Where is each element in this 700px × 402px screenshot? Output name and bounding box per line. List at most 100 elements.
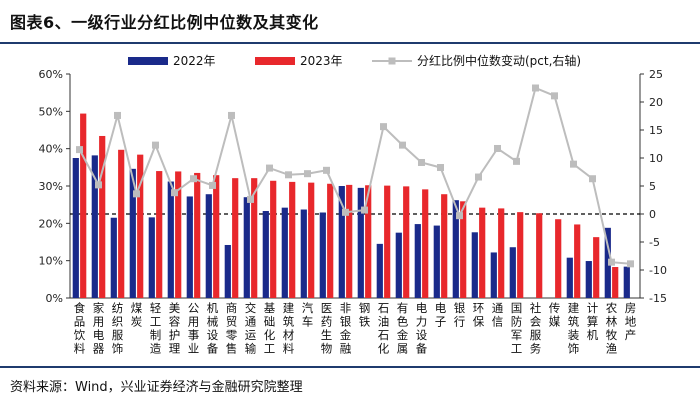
bar-2023 — [137, 154, 144, 298]
bar-2022 — [395, 232, 402, 298]
bar-2023 — [536, 213, 543, 298]
line-marker — [399, 141, 406, 149]
x-tick-label: 机械设备 — [207, 301, 219, 356]
legend-label-2023: 2023年 — [300, 54, 343, 68]
legend-label-line: 分红比例中位数变动(pct,右轴) — [417, 53, 581, 68]
bar-2022 — [433, 225, 440, 298]
bar-2023 — [441, 194, 448, 298]
x-tick-label: 农林牧渔 — [606, 301, 618, 356]
x-tick-label: 电子 — [435, 301, 447, 329]
x-tick-label: 传媒 — [549, 301, 561, 329]
y-tick-label-right: 25 — [649, 68, 663, 81]
line-marker — [342, 208, 349, 216]
line-marker — [95, 181, 102, 189]
bar-2023 — [593, 237, 600, 298]
x-tick-label: 公用事业 — [188, 301, 200, 356]
line-marker — [152, 141, 159, 149]
line-marker — [456, 212, 463, 220]
x-tick-label: 计算机 — [587, 301, 599, 342]
line-marker — [133, 190, 140, 198]
legend-swatch-2023 — [255, 57, 295, 65]
y-tick-label-right: 20 — [649, 96, 663, 109]
line-marker — [247, 195, 254, 203]
bar-2023 — [479, 207, 486, 298]
y-tick-label-right: -5 — [649, 236, 660, 249]
x-tick-label: 有色金属 — [397, 301, 409, 356]
footer: 资料来源：Wind，兴业证券经济与金融研究院整理 — [0, 366, 700, 402]
y-tick-label-right: 0 — [649, 208, 656, 221]
bar-2022 — [376, 243, 383, 298]
bar-2023 — [555, 219, 562, 298]
line-marker — [171, 189, 178, 197]
bar-2023 — [251, 178, 258, 298]
x-tick-label: 银行 — [454, 301, 466, 329]
bar-2023 — [232, 178, 239, 298]
bar-2022 — [490, 252, 497, 298]
x-tick-label: 汽车 — [302, 301, 314, 329]
bar-2022 — [281, 207, 288, 298]
bar-2023 — [403, 186, 410, 298]
bar-2023 — [460, 201, 467, 298]
line-marker — [76, 146, 83, 154]
line-marker — [475, 173, 482, 181]
bar-2023 — [156, 171, 163, 298]
x-tick-label: 环保 — [473, 301, 485, 329]
bar-2022 — [243, 197, 250, 298]
line-marker — [494, 144, 501, 152]
bar-2023 — [213, 175, 220, 298]
chart-title: 图表6、一级行业分红比例中位数及其变化 — [10, 13, 319, 32]
chart-area: 0% 10% 20% 30% 40% 50% 60% -15 -10 -5 0 5 10 15 20 25 食品… — [0, 48, 700, 364]
x-tick-label: 钢铁 — [359, 301, 371, 329]
line-marker — [190, 175, 197, 183]
bar-2023 — [574, 224, 581, 298]
bar-2023 — [384, 185, 391, 298]
bar-2023 — [175, 171, 182, 298]
x-tick-label: 非银金融 — [340, 301, 352, 356]
bar-2022 — [186, 196, 193, 298]
bar-2022 — [414, 224, 421, 298]
bar-2023 — [517, 212, 524, 298]
x-tick-label: 纺织服饰 — [112, 301, 124, 356]
x-tick-label: 国防军工 — [511, 301, 523, 356]
y-tick-label-right: -15 — [649, 292, 667, 305]
line-marker — [551, 92, 558, 100]
bar-2022 — [72, 158, 79, 298]
bar-2023 — [289, 181, 296, 298]
line-marker — [361, 206, 368, 214]
y-tick-label-left: 50% — [39, 105, 63, 118]
line-marker — [608, 258, 615, 266]
x-tick-label: 石油石化 — [378, 301, 390, 356]
x-tick-label: 建筑材料 — [283, 301, 295, 356]
x-tick-label: 社会服务 — [530, 301, 542, 356]
x-tick-label: 基础化工 — [264, 301, 276, 356]
y-tick-label-left: 20% — [39, 217, 63, 230]
line-marker — [513, 157, 520, 165]
line-marker — [304, 170, 311, 178]
y-tick-label-left: 10% — [39, 255, 63, 268]
line-marker — [380, 123, 387, 131]
bar-2023 — [365, 185, 372, 298]
bar-2023 — [422, 189, 429, 298]
bar-2022 — [262, 211, 269, 298]
y-tick-label-left: 60% — [39, 68, 63, 81]
bar-2023 — [118, 149, 125, 298]
chart-svg: 0% 10% 20% 30% 40% 50% 60% -15 -10 -5 0 5 10 15 20 25 食品… — [39, 53, 667, 356]
x-tick-label: 医药生物 — [321, 301, 333, 356]
bar-2022 — [167, 181, 174, 298]
line-marker — [114, 111, 121, 119]
x-tick-label: 轻工制造 — [150, 301, 162, 356]
bar-2022 — [623, 266, 630, 298]
bar-2022 — [129, 168, 136, 298]
bar-2022 — [509, 247, 516, 298]
legend-label-2022: 2022年 — [173, 54, 216, 68]
legend-swatch-line-marker — [388, 57, 396, 65]
bar-2023 — [308, 182, 315, 298]
y-tick-label-right: 10 — [649, 152, 663, 165]
x-tick-label: 家用电器 — [93, 301, 105, 356]
line-marker — [418, 158, 425, 166]
x-tick-label: 商贸零售 — [226, 301, 238, 356]
bar-2023 — [99, 135, 106, 298]
bar-2023 — [346, 184, 353, 298]
legend-swatch-2022 — [128, 57, 168, 65]
x-tick-label: 建筑装饰 — [568, 301, 580, 356]
